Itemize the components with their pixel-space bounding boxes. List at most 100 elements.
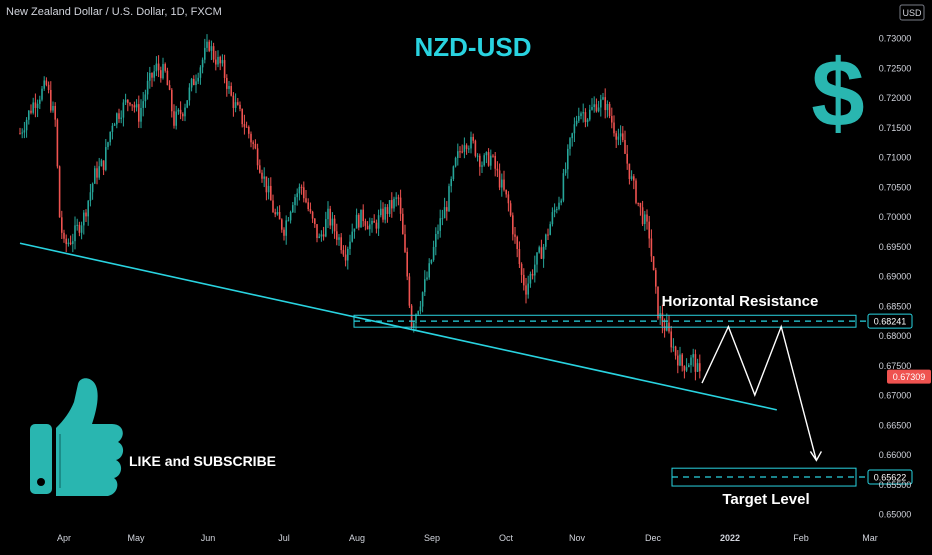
- candle-body: [496, 168, 499, 171]
- candle-body: [424, 279, 426, 293]
- candle-body: [309, 209, 312, 212]
- candle-body: [168, 85, 171, 90]
- candle-body: [683, 365, 686, 371]
- candle-body: [219, 56, 221, 64]
- candle-body: [549, 224, 551, 235]
- candle-body: [65, 238, 67, 245]
- candle-body: [509, 203, 512, 216]
- y-tick-label: 0.67000: [879, 391, 912, 401]
- candle-body: [556, 209, 558, 211]
- candle-body: [580, 113, 582, 117]
- candle-body: [34, 102, 37, 108]
- candle-body: [578, 116, 580, 121]
- candle-body: [146, 80, 149, 95]
- candle-body: [369, 224, 371, 230]
- candle-body: [490, 155, 492, 166]
- candle-body: [622, 133, 624, 140]
- candle-body: [358, 214, 360, 228]
- candle-body: [140, 107, 142, 122]
- support-trendline[interactable]: [19, 242, 777, 411]
- candle-body: [241, 108, 243, 125]
- candle-body: [344, 254, 347, 261]
- price-axis[interactable]: 0.73000 0.72500 0.72000 0.71500 0.71000 0.705…: [879, 34, 912, 520]
- candle-body: [619, 133, 622, 137]
- candle-body: [72, 241, 74, 244]
- candle-body: [615, 133, 617, 140]
- candle-body: [342, 250, 345, 255]
- candle-body: [67, 242, 70, 245]
- candle-body: [142, 101, 144, 108]
- candle-body: [336, 231, 338, 240]
- candle-body: [338, 237, 340, 240]
- target-level-label: Target Level: [722, 491, 809, 508]
- candle-body: [459, 151, 461, 153]
- candle-body: [494, 155, 496, 169]
- candle-body: [437, 230, 439, 235]
- candle-body: [529, 273, 532, 284]
- candle-body: [527, 283, 529, 295]
- candle-body: [131, 104, 133, 106]
- candle-body: [663, 326, 666, 331]
- projection-path[interactable]: [701, 324, 818, 461]
- candle-body: [604, 97, 606, 111]
- candle-body: [157, 63, 160, 71]
- candle-body: [243, 124, 246, 127]
- candle-body: [637, 202, 639, 204]
- candle-body: [366, 225, 369, 230]
- candle-body: [613, 122, 615, 134]
- y-tick-label: 0.72000: [879, 93, 912, 103]
- candle-body: [58, 166, 61, 218]
- y-tick-label: 0.71500: [879, 123, 912, 133]
- candle-body: [492, 155, 494, 157]
- candle-body: [597, 107, 600, 112]
- candle-body: [69, 242, 72, 244]
- candle-body: [472, 136, 474, 141]
- x-tick-label: May: [127, 533, 145, 543]
- candle-body: [208, 41, 210, 51]
- candle-body: [690, 357, 692, 366]
- y-tick-label: 0.66000: [879, 450, 912, 460]
- candle-body: [186, 100, 188, 108]
- candle-body: [657, 286, 659, 319]
- candle-body: [479, 155, 481, 167]
- candle-body: [63, 232, 65, 239]
- candle-body: [448, 186, 450, 212]
- currency-button[interactable]: USD: [899, 4, 925, 21]
- candle-body: [199, 67, 202, 78]
- candle-body: [267, 185, 270, 193]
- candle-body: [476, 155, 479, 157]
- candle-body: [122, 102, 125, 118]
- candle-body: [314, 218, 316, 225]
- like-subscribe-text: LIKE and SUBSCRIBE: [129, 453, 276, 469]
- candle-body: [666, 322, 668, 331]
- candle-body: [655, 270, 657, 287]
- candle-body: [96, 168, 98, 178]
- candle-body: [542, 246, 545, 259]
- x-tick-label: Apr: [57, 533, 71, 543]
- candle-body: [569, 138, 571, 149]
- candle-body: [52, 105, 54, 111]
- candle-body: [298, 186, 301, 194]
- candle-body: [28, 110, 30, 120]
- candle-body: [215, 59, 217, 65]
- candle-body: [395, 197, 397, 199]
- candle-body: [349, 241, 351, 249]
- candle-body: [589, 109, 591, 120]
- candle-body: [463, 145, 466, 152]
- candle-body: [406, 251, 408, 277]
- candle-body: [624, 139, 626, 154]
- candle-body: [149, 72, 151, 81]
- candle-body: [292, 205, 294, 213]
- candle-body: [98, 166, 100, 178]
- candle-body: [404, 234, 406, 252]
- candle-body: [696, 363, 699, 372]
- time-axis[interactable]: Apr May Jun Jul Aug Sep Oct Nov Dec 2022 Feb Mar: [57, 533, 878, 543]
- x-tick-label: Jun: [201, 533, 216, 543]
- candle-body: [536, 252, 538, 265]
- candle-body: [470, 136, 472, 149]
- candle-body: [558, 202, 560, 210]
- resistance-price-label: 0.68241: [874, 317, 907, 327]
- y-tick-label: 0.68000: [879, 331, 912, 341]
- candle-body: [19, 133, 21, 135]
